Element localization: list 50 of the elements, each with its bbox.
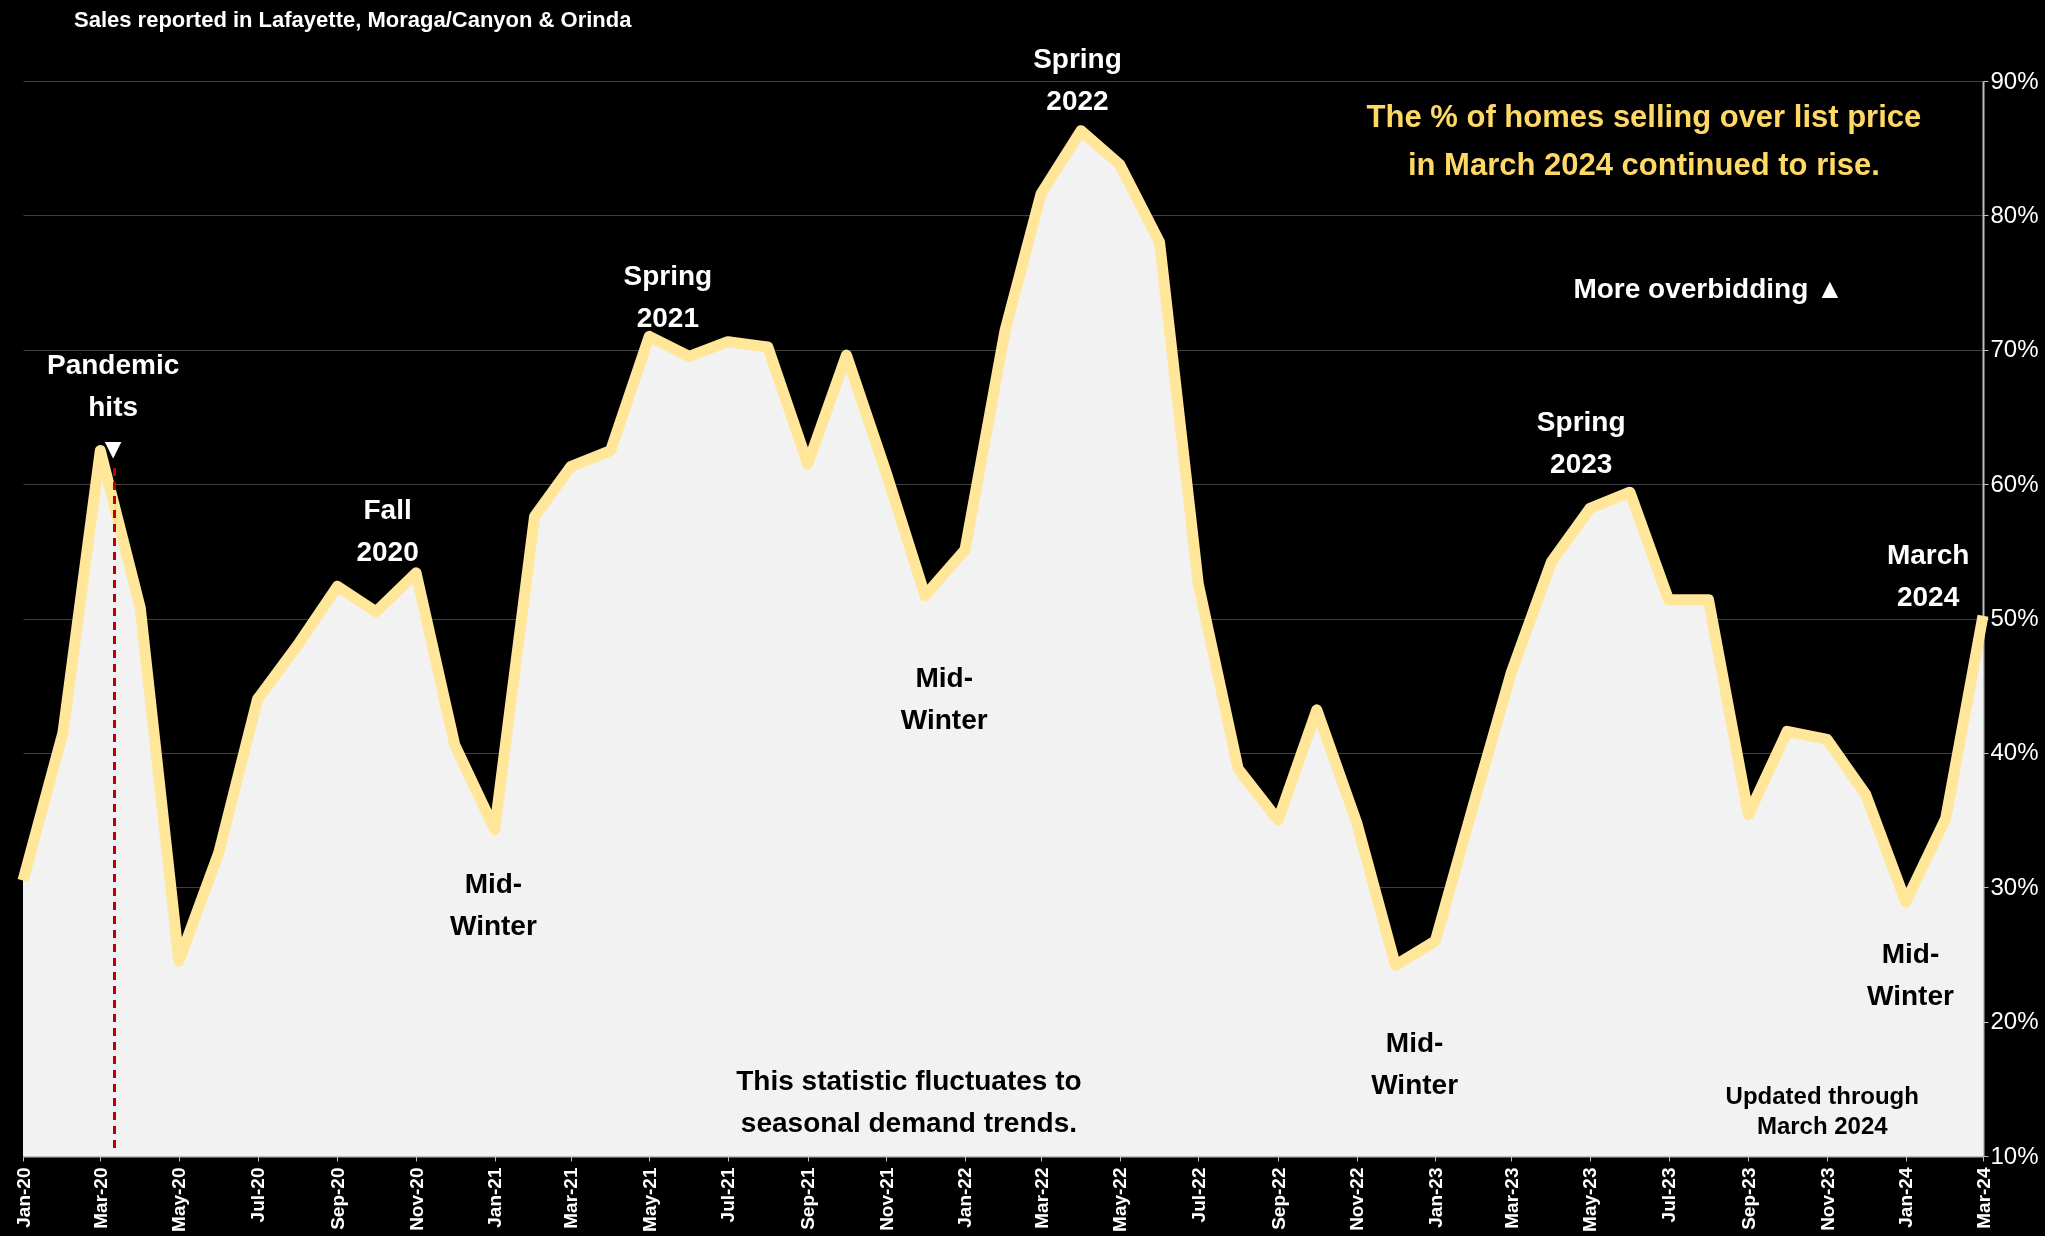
x-tick-label: May-21 [638,1167,660,1232]
x-tick-label: Jan-23 [1424,1167,1446,1228]
annotation: Fall 2020 [356,494,419,567]
x-tick-label: Mar-22 [1030,1167,1052,1229]
x-tick-label: Sep-20 [326,1167,348,1230]
x-tick-label: May-22 [1109,1167,1131,1232]
annotation: Pandemic hits ▼ [47,348,180,464]
y-tick-label: 10% [1990,1141,2039,1169]
x-tick-label: Sep-22 [1267,1167,1289,1230]
x-tick-label: Jul-21 [717,1167,739,1223]
y-tick-label: 30% [1990,872,2039,900]
annotation: Mid- Winter [449,868,537,942]
x-tick-label: May-23 [1579,1167,1601,1232]
annotation: Mid- Winter [1371,1027,1459,1101]
x-tick-label: Sep-21 [797,1167,819,1230]
y-tick-label: 40% [1990,738,2039,766]
x-tick-label: Jan-21 [484,1167,506,1228]
x-tick-label: Mar-23 [1500,1167,1522,1229]
x-tick-label: Jul-22 [1187,1167,1209,1223]
y-tick-label: 80% [1990,200,2039,228]
annotation: March 2024 [1886,539,1970,613]
y-tick-label: 20% [1990,1007,2039,1035]
x-tick-label: Sep-23 [1737,1167,1759,1230]
x-tick-label: Jul-23 [1658,1167,1680,1223]
x-tick-label: Nov-22 [1346,1167,1368,1231]
annotation: Mid- Winter [900,661,988,735]
annotation: Spring 2023 [1536,405,1626,479]
annotation: More overbidding ▲ [1573,272,1844,304]
text: The % of homes selling over list price in March 2024 continued to rise. [1366,98,1922,182]
x-tick-label: Mar-20 [89,1167,111,1229]
x-tick-label: Mar-24 [1972,1167,1994,1229]
annotation: Mid- Winter [1867,937,1955,1011]
x-tick-label: Nov-20 [405,1167,427,1231]
y-tick-label: 70% [1990,335,2039,363]
annotation: This statistic fluctuates to seasonal demand trends. [736,1064,1082,1138]
y-tick-label: 50% [1990,604,2039,631]
y-tick-label: 90% [1990,66,2039,94]
x-tick-label: Jan-24 [1895,1167,1917,1228]
x-tick-label: Jan-22 [954,1167,976,1228]
x-tick-label: Nov-23 [1816,1167,1838,1231]
x-tick-label: May-20 [168,1167,190,1232]
chart-title: Sales reported in Lafayette, Moraga/Canyon & Orinda [74,6,633,32]
x-tick-label: Jul-20 [247,1167,269,1223]
x-tick-label: Mar-21 [560,1167,582,1229]
x-tick-label: Jan-20 [12,1167,34,1228]
annotation: Updated through March 2024 [1725,1081,1919,1139]
annotation: Spring 2021 [623,259,713,333]
annotation: Spring 2022 [1033,42,1122,116]
y-tick-label: 60% [1990,469,2039,497]
x-tick-label: Nov-21 [875,1167,897,1231]
